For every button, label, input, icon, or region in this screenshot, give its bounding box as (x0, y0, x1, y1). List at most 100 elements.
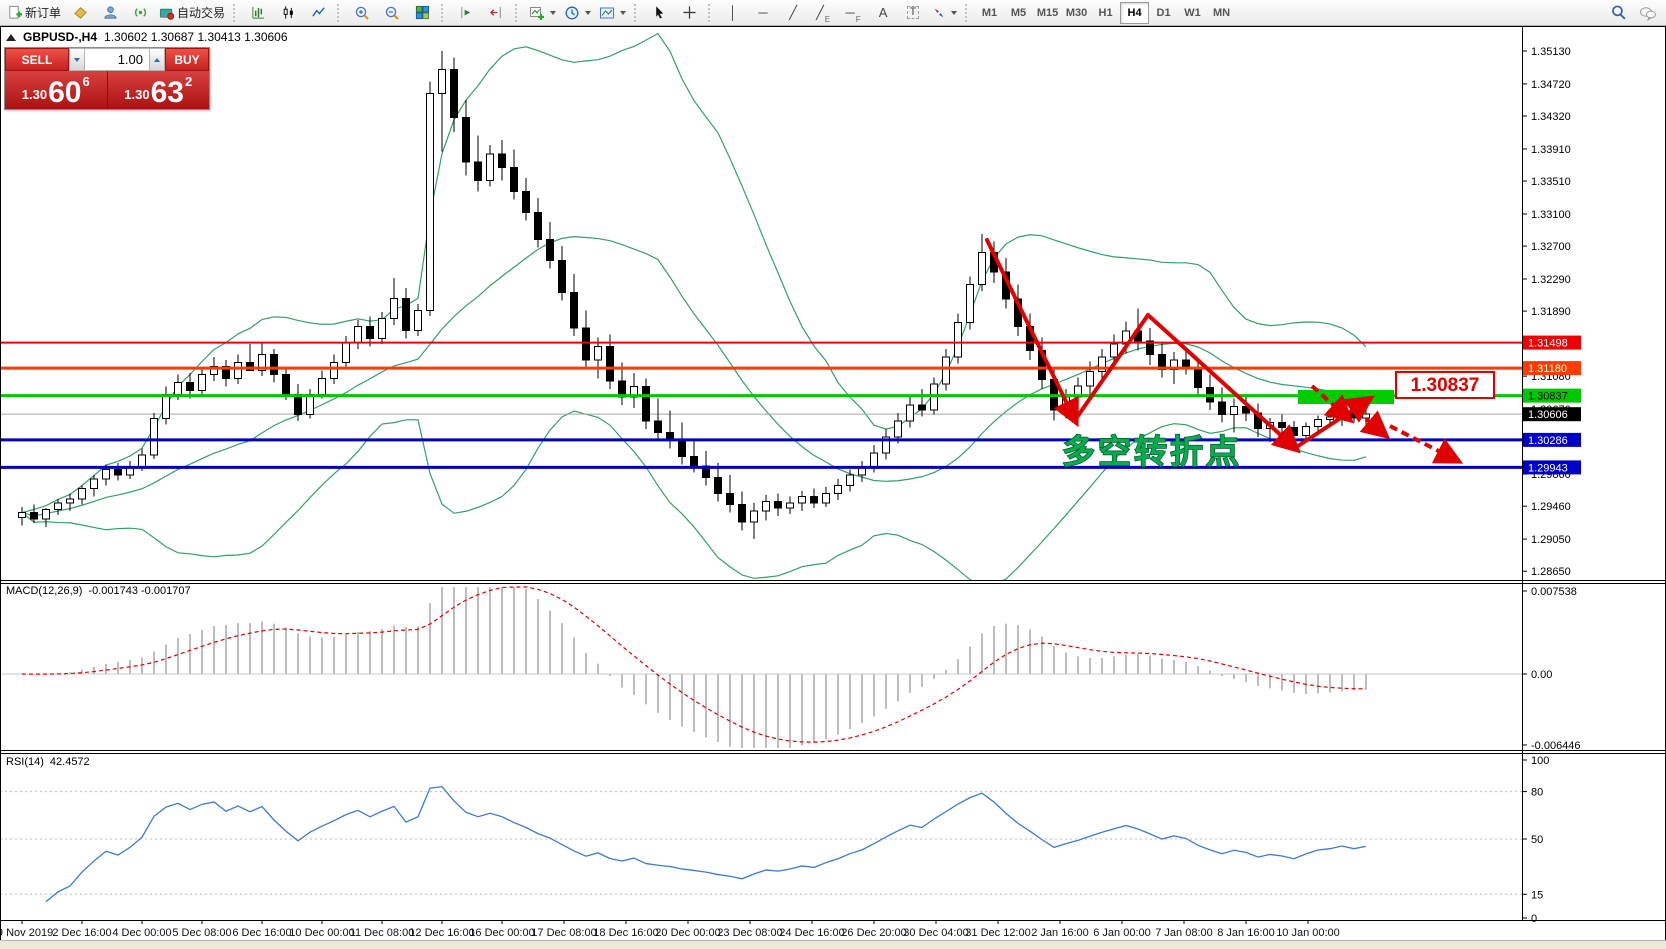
timeframe-h1-button[interactable]: H1 (1098, 6, 1113, 19)
auto-scroll-button[interactable] (451, 1, 481, 25)
candle-body (294, 394, 302, 416)
chart-canvas[interactable]: 1.35130 1.34720 1.34320 1.33910 1.33510 1.331… (0, 26, 1666, 949)
timeframe-w1-button[interactable]: W1 (1184, 6, 1201, 19)
timeframe-m5-button[interactable]: M5 (1010, 6, 1027, 19)
auto-scroll-icon (460, 6, 470, 19)
templates-button[interactable] (595, 1, 630, 25)
timeframe-d1-button[interactable]: D1 (1156, 6, 1171, 19)
trendline-icon: ╱ (789, 5, 797, 20)
line-chart-icon (311, 7, 325, 17)
candle-body (342, 341, 350, 363)
trendline-tool-button[interactable]: ╱ (778, 1, 808, 25)
trend-zigzag-arrow[interactable] (1073, 313, 1150, 422)
candle-body (78, 488, 86, 500)
forecast-dashed-arrow[interactable] (1389, 424, 1464, 464)
volume-input[interactable]: 1.00 (85, 48, 149, 71)
price-axis: 1.35130 1.34720 1.34320 1.33910 1.33510 1.331… (1522, 46, 1581, 925)
timeframe-m15-button[interactable]: M15 (1036, 6, 1059, 19)
timeframe-h4-button[interactable]: H4 (1120, 1, 1150, 24)
arrows-tool-button[interactable] (928, 1, 961, 25)
channel-icon: ╱ (815, 5, 824, 20)
timeframe-mn-button[interactable]: MN (1212, 6, 1231, 19)
collapse-one-click-icon[interactable] (6, 33, 16, 41)
candle-body (870, 452, 878, 468)
candle-body (726, 492, 734, 506)
date-label: 24 Dec 16:00 (779, 927, 844, 939)
candle-body (534, 211, 542, 241)
fibonacci-tool-button[interactable]: ─ F (838, 1, 868, 25)
toolbar-separator (515, 3, 521, 22)
zoom-out-button[interactable] (377, 1, 407, 25)
new-chart-icon (530, 6, 545, 20)
timeframe-m30-button[interactable]: M30 (1065, 6, 1088, 19)
profile-button[interactable] (95, 1, 125, 25)
line-chart-button[interactable] (303, 1, 333, 25)
search-button[interactable] (1603, 1, 1633, 25)
signal-icon (134, 8, 146, 17)
arrows-icon (934, 8, 944, 17)
auto-trading-button[interactable]: 自动交易 (155, 1, 229, 25)
cursor-tool-button[interactable] (644, 1, 674, 25)
tile-windows-button[interactable] (407, 1, 437, 25)
new-chart-button[interactable] (525, 1, 560, 25)
chat-button[interactable] (1633, 1, 1663, 25)
candle-body (1194, 366, 1202, 388)
toolbar-right (1603, 1, 1663, 25)
bollinger-bands (21, 32, 1367, 580)
alerts-button[interactable] (65, 1, 95, 25)
trend-zigzag-arrow[interactable] (1146, 313, 1301, 454)
level-1.30286-box (1523, 432, 1581, 447)
date-label: 7 Jan 08:00 (1155, 927, 1213, 939)
trend-zigzag-arrow[interactable] (1293, 395, 1375, 450)
candle-body (774, 500, 782, 509)
chart-shift-button[interactable] (481, 1, 511, 25)
volume-increase-button[interactable] (149, 48, 165, 71)
horizontal-line-tool-button[interactable]: ─ (748, 1, 778, 25)
candle-body (810, 496, 818, 504)
candle-body (162, 394, 170, 420)
volume-decrease-button[interactable] (69, 48, 85, 71)
channel-tool-button[interactable]: ╱ E (808, 1, 838, 25)
vertical-line-tool-button[interactable]: │ (718, 1, 748, 25)
forecast-dashed-arrow[interactable] (1344, 400, 1391, 440)
candle-body (258, 353, 266, 372)
highlight-zone-rect[interactable] (1298, 390, 1394, 404)
candlestick-chart-button[interactable] (273, 1, 303, 25)
level-1.30837-label: 1.30837 (1528, 391, 1568, 403)
candle-body (174, 382, 182, 396)
date-label: 18 Dec 16:00 (593, 927, 658, 939)
timeframe-m1-button[interactable]: M1 (981, 6, 998, 19)
annotation-price-box[interactable] (1395, 371, 1495, 399)
text-tool-button[interactable]: A (868, 1, 898, 25)
date-label: 2 Jan 16:00 (1031, 927, 1089, 939)
candle-body (954, 321, 962, 358)
bar-chart-button[interactable] (243, 1, 273, 25)
candle-body (90, 478, 98, 490)
candle-body (186, 382, 194, 392)
date-label: 29 Nov 2019 (0, 927, 53, 939)
signals-button[interactable] (125, 1, 155, 25)
zoom-in-button[interactable] (347, 1, 377, 25)
sell-price[interactable]: 1.30 60 6 (5, 71, 108, 109)
sell-button[interactable]: SELL (5, 48, 69, 71)
label-tool-button[interactable]: T (898, 1, 928, 25)
candle-body (654, 420, 662, 433)
candle-body (66, 498, 74, 504)
bottom-edge-strip (0, 940, 1666, 949)
price-tick-label: 1.33100 (1531, 209, 1571, 221)
trend-zigzag-arrow[interactable] (985, 238, 1079, 428)
crosshair-tool-button[interactable] (674, 1, 704, 25)
candle-body (510, 166, 518, 192)
buy-price[interactable]: 1.30 63 2 (107, 71, 209, 109)
periods-button[interactable] (560, 1, 595, 25)
macd-title: MACD(12,26,9) (6, 585, 83, 597)
candle-body (918, 404, 926, 411)
forecast-dashed-arrow[interactable] (1310, 384, 1354, 424)
date-label: 4 Dec 00:00 (112, 927, 171, 939)
candle-body (234, 361, 242, 380)
date-label: 8 Jan 16:00 (1217, 927, 1275, 939)
new-order-button[interactable]: 新订单 (3, 1, 65, 25)
buy-button[interactable]: BUY (165, 48, 209, 71)
candle-body (498, 153, 506, 168)
